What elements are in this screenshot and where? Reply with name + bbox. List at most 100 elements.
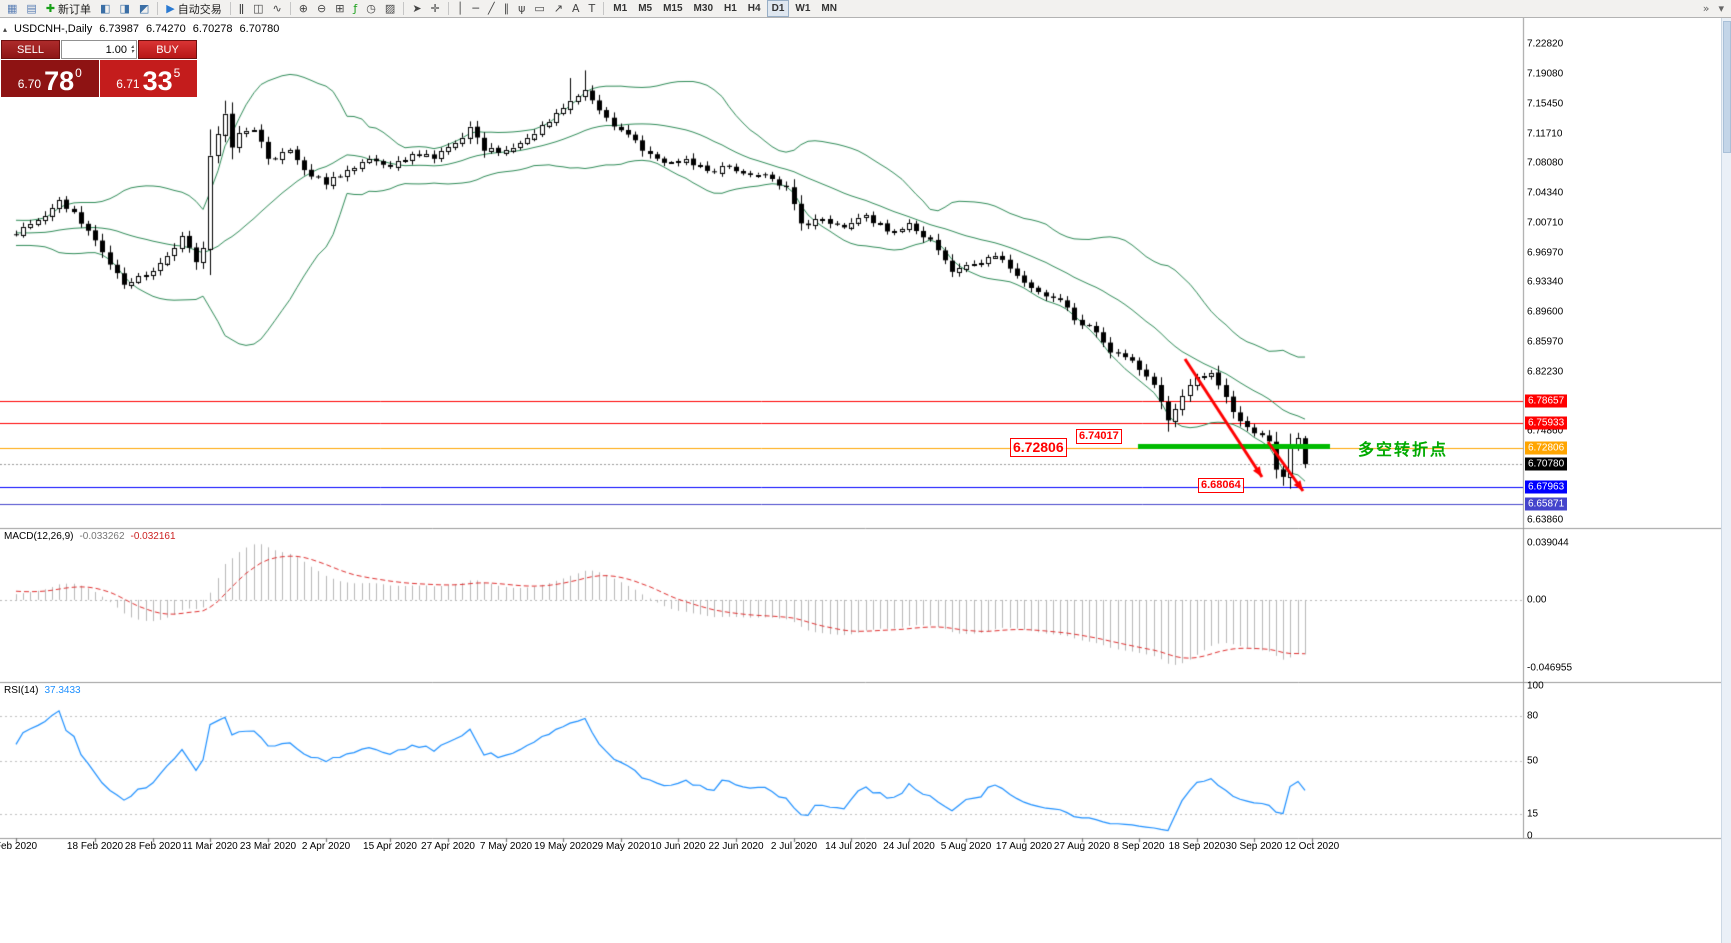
quote-low-value: 6.70278 — [192, 23, 233, 35]
toolbar-sep — [157, 2, 159, 15]
timeframe-d1-button-label: D1 — [771, 3, 785, 14]
arrows-icon: ↗ — [553, 2, 564, 15]
toolbar-sep — [403, 2, 405, 15]
quote-high-value: 6.74270 — [146, 23, 186, 35]
time-scale[interactable] — [0, 856, 1523, 876]
volume-field[interactable]: 1.00 ▴ ▾ — [61, 40, 137, 59]
trendline-button[interactable]: ╱ — [484, 0, 499, 17]
text-icon: A — [572, 2, 580, 15]
text-button[interactable]: A — [568, 0, 584, 17]
timeframe-h4-button[interactable]: H4 — [743, 0, 766, 17]
text-label-button[interactable]: T — [585, 0, 600, 17]
timeframe-h4-button-label: H4 — [747, 3, 761, 14]
volume-down-icon[interactable]: ▾ — [130, 48, 134, 55]
candlestick-chart-button[interactable]: ◫ — [249, 0, 267, 17]
volume-value[interactable]: 1.00 — [105, 43, 127, 56]
fibonacci-button[interactable]: ψ — [514, 0, 529, 17]
new-order-icon: ✚ — [45, 2, 56, 15]
shapes-button[interactable]: ▭ — [530, 0, 548, 17]
annotation-price-674017[interactable]: 6.74017 — [1076, 429, 1122, 444]
buy-price-big: 33 — [142, 66, 173, 96]
toolbar-menu-button[interactable]: ▾ — [1714, 0, 1728, 17]
templates-button[interactable]: ▨ — [381, 0, 399, 17]
timeframe-m30-button[interactable]: M30 — [689, 0, 718, 17]
timeframe-h1-button[interactable]: H1 — [719, 0, 742, 17]
horizontal-line-button[interactable]: ─ — [468, 0, 483, 17]
navigator-button[interactable]: ◩ — [135, 0, 153, 17]
tile-windows-button[interactable]: ⊞ — [331, 0, 348, 17]
crosshair-button[interactable]: ✛ — [427, 0, 444, 17]
sell-price-tile[interactable]: 6.70 78 0 — [1, 60, 99, 97]
macd-indicator-label: MACD(12,26,9) -0.033262 -0.032161 — [4, 531, 176, 542]
volume-spinner[interactable]: ▴ ▾ — [130, 43, 134, 55]
chart-profile-icon: ▤ — [26, 2, 37, 15]
symbol-period-label: USDCNH-,Daily — [14, 23, 93, 35]
timeframe-m30-button-label: M30 — [693, 3, 713, 14]
sell-button[interactable]: SELL — [1, 40, 60, 59]
zoom-in-button[interactable]: ⊕ — [295, 0, 312, 17]
arrows-button[interactable]: ↗ — [550, 0, 567, 17]
buy-price-tile[interactable]: 6.71 33 5 — [99, 60, 197, 97]
line-chart-button[interactable]: ∿ — [269, 0, 286, 17]
indicators-button[interactable]: ƒ — [349, 0, 361, 17]
timeframe-w1-button-label: W1 — [795, 3, 811, 14]
zoom-in-icon: ⊕ — [298, 2, 308, 15]
volume-up-icon[interactable]: ▴ — [130, 43, 134, 50]
trade-panel-prices: 6.70 78 0 6.71 33 5 — [1, 60, 197, 97]
charts-grid-icon: ▦ — [7, 2, 18, 15]
timeframe-m15-button[interactable]: M15 — [658, 0, 687, 17]
timeframe-m15-button-label: M15 — [663, 3, 683, 14]
price-scale[interactable] — [1524, 18, 1584, 853]
timeframe-m1-button[interactable]: M1 — [608, 0, 632, 17]
toolbar-overflow-icon: » — [1702, 2, 1710, 15]
rsi-name: RSI(14) — [4, 685, 39, 696]
channel-button[interactable]: ∥ — [500, 0, 514, 17]
main-toolbar: ▦ ▤ ✚ 新订单 ◧ ◨ ◩ ▶ 自动交易 ǁ ◫ ∿ ⊕ ⊖ ⊞ ƒ ◷ ▨ ➤ ✛ │ ─ ╱ ∥ ψ ▭ ↗ A T M1 M5 M1… — [0, 0, 1731, 18]
trade-panel-controls: SELL 1.00 ▴ ▾ BUY — [1, 40, 197, 59]
toolbar-sep — [447, 2, 449, 15]
market-watch-icon: ◧ — [100, 2, 111, 15]
chart-profile-button[interactable]: ▤ — [22, 0, 40, 17]
periods-button[interactable]: ◷ — [362, 0, 380, 17]
rsi-indicator-label: RSI(14) 37.3433 — [4, 685, 81, 696]
shapes-icon: ▭ — [534, 2, 545, 15]
tile-windows-icon: ⊞ — [335, 2, 345, 15]
timeframe-w1-button[interactable]: W1 — [790, 0, 815, 17]
market-watch-button[interactable]: ◧ — [96, 0, 114, 17]
quote-header: ▴ USDCNH-,Daily 6.73987 6.74270 6.70278 … — [3, 23, 279, 35]
chart-expand-icon: ▴ — [3, 24, 8, 34]
zoom-out-button[interactable]: ⊖ — [313, 0, 330, 17]
scrollbar-thumb[interactable] — [1723, 21, 1731, 153]
bars-chart-button[interactable]: ǁ — [235, 0, 248, 17]
buy-price-prefix: 6.71 — [116, 77, 140, 91]
timeframe-m5-button[interactable]: M5 — [633, 0, 657, 17]
macd-signal-value: -0.032161 — [130, 531, 176, 542]
timeframe-m1-button-label: M1 — [613, 3, 628, 14]
crosshair-icon: ✛ — [430, 2, 440, 15]
new-order-button[interactable]: ✚ 新订单 — [42, 0, 95, 17]
charts-grid-button[interactable]: ▦ — [3, 0, 21, 17]
cursor-button[interactable]: ➤ — [408, 0, 425, 17]
macd-name: MACD(12,26,9) — [4, 531, 74, 542]
sell-price-pip: 0 — [75, 66, 82, 80]
quote-close-value: 6.70780 — [239, 23, 280, 35]
vertical-line-button[interactable]: │ — [453, 0, 468, 17]
autotrading-button-label: 自动交易 — [177, 3, 222, 16]
vertical-scrollbar[interactable] — [1721, 18, 1731, 943]
data-window-button[interactable]: ◨ — [115, 0, 133, 17]
toolbar-overflow-button[interactable]: » — [1699, 0, 1714, 17]
timeframe-mn-button[interactable]: MN — [816, 0, 842, 17]
timeframe-d1-button[interactable]: D1 — [766, 0, 790, 17]
cursor-icon: ➤ — [412, 2, 422, 15]
buy-price-pip: 5 — [173, 66, 181, 80]
buy-button[interactable]: BUY — [138, 40, 197, 59]
annotation-price-668064[interactable]: 6.68064 — [1198, 478, 1244, 493]
zoom-out-icon: ⊖ — [316, 2, 327, 15]
annotation-price-672806[interactable]: 6.72806 — [1010, 438, 1067, 457]
price-chart-canvas[interactable] — [0, 18, 1731, 943]
periods-icon: ◷ — [366, 2, 376, 15]
autotrading-button[interactable]: ▶ 自动交易 — [162, 0, 225, 17]
sell-price-prefix: 6.70 — [17, 77, 42, 91]
toolbar-menu-icon: ▾ — [1718, 2, 1724, 15]
vertical-line-icon: │ — [456, 2, 464, 15]
